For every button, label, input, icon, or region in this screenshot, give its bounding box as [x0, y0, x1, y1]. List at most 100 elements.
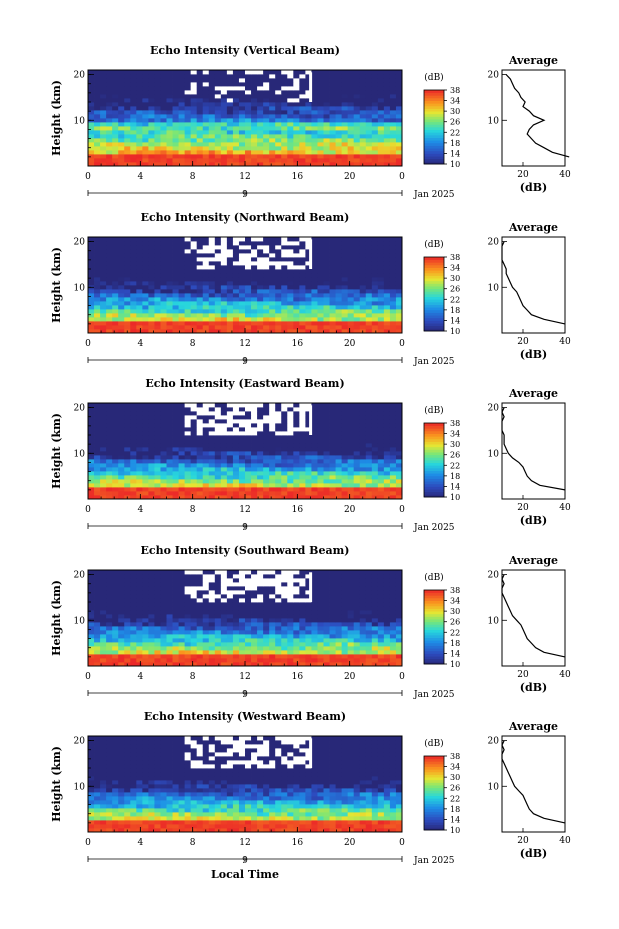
- heatmap-cell: [365, 451, 373, 456]
- heatmap-cell: [347, 122, 355, 127]
- heatmap-cell: [299, 495, 306, 500]
- heatmap-cell: [94, 431, 101, 436]
- heatmap-cell: [353, 654, 361, 659]
- average-y-tick-label: 10: [488, 449, 500, 459]
- heatmap-cell: [100, 431, 107, 436]
- heatmap-cell: [88, 265, 95, 270]
- heatmap-cell: [94, 622, 101, 627]
- heatmap-cell: [238, 407, 246, 412]
- heatmap-cell: [220, 70, 228, 75]
- heatmap-cell: [106, 269, 113, 274]
- heatmap-cell: [112, 237, 119, 242]
- heatmap-cell: [359, 126, 367, 131]
- heatmap-cell: [154, 122, 161, 127]
- heatmap-cell: [232, 419, 240, 424]
- heatmap-cell: [124, 475, 131, 480]
- heatmap-cell: [154, 443, 161, 448]
- heatmap-cell: [232, 118, 240, 123]
- heatmap-cell: [353, 423, 361, 428]
- heatmap-cell: [196, 261, 204, 266]
- heatmap-cell: [359, 253, 367, 258]
- heatmap-cell: [323, 106, 330, 111]
- heatmap-cell: [299, 289, 306, 294]
- heatmap-cell: [317, 130, 324, 135]
- heatmap-cell: [311, 82, 318, 87]
- heatmap-cell: [238, 606, 246, 611]
- heatmap-cell: [94, 313, 101, 318]
- heatmap-cell: [124, 455, 131, 460]
- heatmap-cell: [184, 237, 192, 242]
- heatmap-cell: [124, 257, 131, 262]
- heatmap-cell: [226, 134, 234, 139]
- heatmap-cell: [275, 285, 282, 290]
- heatmap-cell: [293, 134, 300, 139]
- heatmap-cell: [166, 321, 173, 326]
- heatmap-cell: [305, 610, 312, 615]
- heatmap-cell: [100, 78, 107, 83]
- heatmap-cell: [329, 253, 336, 258]
- heatmap-cell: [190, 130, 198, 135]
- heatmap-cell: [166, 118, 173, 123]
- heatmap-cell: [178, 423, 186, 428]
- heatmap-cell: [293, 411, 300, 416]
- heatmap-cell: [130, 455, 137, 460]
- heatmap-cell: [112, 495, 119, 500]
- heatmap-cell: [238, 487, 246, 492]
- heatmap-cell: [311, 305, 318, 310]
- heatmap-cell: [383, 602, 391, 607]
- heatmap-cell: [118, 241, 125, 246]
- heatmap-cell: [395, 285, 403, 290]
- heatmap-cell: [88, 491, 95, 496]
- heatmap-cell: [220, 162, 228, 167]
- heatmap-cell: [347, 606, 355, 611]
- heatmap-cell: [299, 317, 306, 322]
- heatmap-cell: [317, 403, 324, 408]
- heatmap-cell: [335, 261, 343, 266]
- heatmap-cell: [214, 106, 222, 111]
- heatmap-cell: [257, 415, 264, 420]
- heatmap-cell: [124, 626, 131, 631]
- heatmap-cell: [172, 427, 179, 432]
- heatmap-cell: [124, 439, 131, 444]
- heatmap-cell: [347, 118, 355, 123]
- heatmap-cell: [118, 423, 125, 428]
- heatmap-cell: [154, 78, 161, 83]
- heatmap-cell: [100, 614, 107, 619]
- heatmap-cell: [166, 467, 173, 472]
- heatmap-cell: [347, 618, 355, 623]
- heatmap-cell: [154, 459, 161, 464]
- heatmap-cell: [166, 265, 173, 270]
- heatmap-cell: [395, 74, 403, 79]
- heatmap-cell: [257, 162, 264, 167]
- heatmap-cell: [359, 297, 367, 302]
- average-profile-line: [505, 74, 570, 158]
- heatmap-cell: [347, 411, 355, 416]
- heatmap-cell: [166, 427, 173, 432]
- heatmap-cell: [365, 411, 373, 416]
- heatmap-cell: [130, 495, 137, 500]
- heatmap-cell: [359, 277, 367, 282]
- heatmap-cell: [263, 301, 270, 306]
- heatmap-cell: [335, 634, 343, 639]
- heatmap-cell: [196, 94, 204, 99]
- heatmap-cell: [377, 487, 385, 492]
- heatmap-cell: [395, 253, 403, 258]
- heatmap-cell: [317, 253, 324, 258]
- heatmap-cell: [100, 467, 107, 472]
- heatmap-cell: [178, 483, 186, 488]
- heatmap-cell: [160, 158, 167, 163]
- heatmap-cell: [335, 285, 343, 290]
- heatmap-cell: [88, 90, 95, 95]
- heatmap-cell: [178, 622, 186, 627]
- heatmap-cell: [94, 650, 101, 655]
- heatmap-cell: [299, 662, 306, 667]
- heatmap-cell: [347, 431, 355, 436]
- heatmap-cell: [112, 618, 119, 623]
- heatmap-cell: [269, 423, 276, 428]
- heatmap-cell: [118, 491, 125, 496]
- heatmap-cell: [190, 598, 198, 603]
- heatmap-cell: [190, 467, 198, 472]
- heatmap-cell: [305, 439, 312, 444]
- heatmap-cell: [275, 297, 282, 302]
- heatmap-cell: [353, 321, 361, 326]
